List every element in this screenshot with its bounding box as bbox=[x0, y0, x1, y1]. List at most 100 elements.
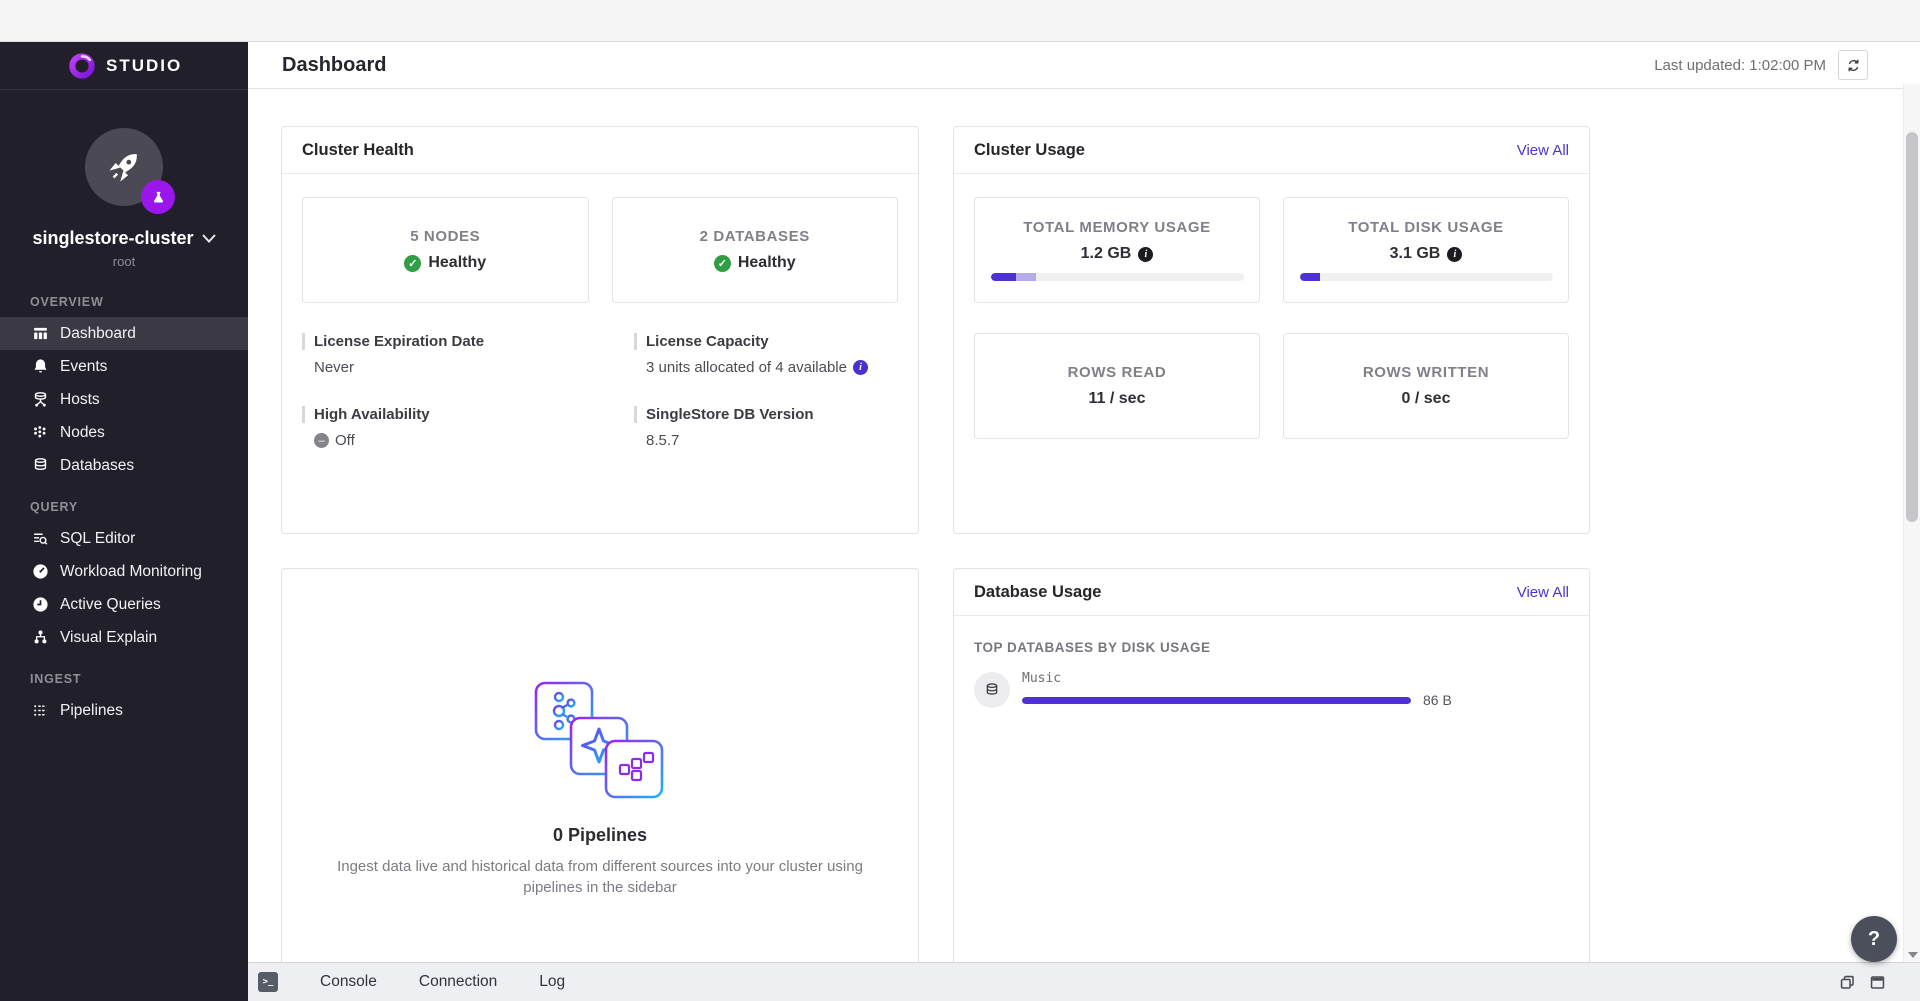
database-row[interactable]: Music 86 B bbox=[974, 671, 1569, 708]
sidebar-item-label: Workload Monitoring bbox=[60, 562, 202, 580]
nodes-count-label: 5 NODES bbox=[410, 228, 481, 245]
sidebar-item-pipelines[interactable]: Pipelines bbox=[0, 694, 248, 727]
pipelines-list-icon bbox=[30, 701, 50, 721]
pipelines-illustration bbox=[534, 681, 664, 799]
last-updated-text: Last updated: 1:02:00 PM bbox=[1654, 56, 1826, 74]
tab-console[interactable]: Console bbox=[320, 973, 377, 990]
page-title: Dashboard bbox=[282, 53, 387, 76]
console-bar: >_ Console Connection Log bbox=[248, 962, 1920, 1001]
detail-label: SingleStore DB Version bbox=[634, 406, 934, 423]
sidebar-item-sql-editor[interactable]: SQL Editor bbox=[0, 522, 248, 555]
rows-read-label: ROWS READ bbox=[1067, 364, 1167, 381]
dashboard-content: Cluster Health 5 NODES ✓ Healthy bbox=[248, 89, 1920, 962]
db-version-detail: SingleStore DB Version 8.5.7 bbox=[634, 406, 934, 449]
clock-icon bbox=[30, 595, 50, 615]
detail-value: Never bbox=[314, 359, 355, 376]
rows-read-value: 11 / sec bbox=[1088, 390, 1146, 407]
sidebar-item-label: Nodes bbox=[60, 423, 105, 441]
vertical-scrollbar[interactable] bbox=[1903, 84, 1920, 962]
license-badge bbox=[141, 180, 175, 214]
sidebar-item-label: Active Queries bbox=[60, 595, 161, 613]
disk-usage-stat: TOTAL DISK USAGE 3.1 GB i bbox=[1283, 197, 1569, 303]
scrollbar-thumb[interactable] bbox=[1906, 132, 1918, 522]
memory-usage-bar bbox=[990, 273, 1244, 281]
tab-log[interactable]: Log bbox=[539, 973, 566, 990]
sidebar-item-label: Databases bbox=[60, 456, 135, 474]
main-area: Dashboard Last updated: 1:02:00 PM Clust… bbox=[248, 42, 1920, 1001]
rows-read-stat: ROWS READ 11 / sec bbox=[974, 333, 1260, 439]
disk-usage-value: 3.1 GB bbox=[1389, 245, 1441, 262]
license-expiration-detail: License Expiration Date Never bbox=[302, 333, 614, 376]
info-icon[interactable]: i bbox=[1447, 246, 1463, 262]
sidebar-item-active-queries[interactable]: Active Queries bbox=[0, 588, 248, 621]
page-header: Dashboard Last updated: 1:02:00 PM bbox=[248, 42, 1920, 89]
restore-panel-icon[interactable] bbox=[1839, 974, 1856, 991]
cluster-usage-card: Cluster Usage View All TOTAL MEMORY USAG… bbox=[953, 126, 1590, 534]
sidebar-item-visual-explain[interactable]: Visual Explain bbox=[0, 621, 248, 654]
nodes-health-stat: 5 NODES ✓ Healthy bbox=[302, 197, 589, 303]
cluster-usage-view-all-link[interactable]: View All bbox=[1516, 141, 1569, 159]
info-icon[interactable]: i bbox=[852, 360, 868, 375]
logo-text: STUDIO bbox=[106, 55, 183, 75]
detail-value: 8.5.7 bbox=[646, 432, 680, 449]
rows-written-value: 0 / sec bbox=[1401, 390, 1451, 407]
terminal-icon: >_ bbox=[258, 972, 278, 992]
pipelines-empty-card: 0 Pipelines Ingest data live and histori… bbox=[281, 568, 919, 962]
gauge-icon bbox=[30, 562, 50, 582]
maximize-panel-icon[interactable] bbox=[1869, 974, 1886, 991]
tab-connection[interactable]: Connection bbox=[418, 973, 498, 990]
disk-usage-bar bbox=[1299, 273, 1553, 281]
cluster-user: root bbox=[112, 254, 136, 269]
high-availability-detail: High Availability – Off bbox=[302, 406, 614, 449]
rows-written-stat: ROWS WRITTEN 0 / sec bbox=[1283, 333, 1569, 439]
healthy-check-icon: ✓ bbox=[713, 254, 731, 272]
refresh-button[interactable] bbox=[1838, 50, 1868, 80]
nodes-health-status: Healthy bbox=[428, 254, 487, 271]
memory-usage-value: 1.2 GB bbox=[1080, 245, 1132, 262]
database-usage-card: Database Usage View All TOP DATABASES BY… bbox=[953, 568, 1590, 962]
cluster-block: singlestore-cluster root bbox=[0, 90, 248, 269]
sidebar-item-label: Events bbox=[60, 357, 108, 375]
nodes-dots-icon bbox=[30, 423, 50, 443]
detail-label: License Expiration Date bbox=[302, 333, 614, 350]
sidebar-item-label: Visual Explain bbox=[60, 628, 158, 646]
databases-health-status: Healthy bbox=[737, 254, 796, 271]
sidebar-item-label: SQL Editor bbox=[60, 529, 136, 547]
sidebar: STUDIO singlestore-cluster bbox=[0, 42, 248, 1001]
top-databases-label: TOP DATABASES BY DISK USAGE bbox=[974, 640, 1211, 655]
sidebar-item-databases[interactable]: Databases bbox=[0, 449, 248, 482]
database-usage-view-all-link[interactable]: View All bbox=[1516, 583, 1569, 601]
memory-usage-label: TOTAL MEMORY USAGE bbox=[1023, 219, 1211, 236]
sidebar-item-hosts[interactable]: Hosts bbox=[0, 383, 248, 416]
disk-usage-label: TOTAL DISK USAGE bbox=[1348, 219, 1504, 236]
sql-editor-icon bbox=[30, 529, 50, 549]
sidebar-item-events[interactable]: Events bbox=[0, 350, 248, 383]
nav-section-ingest: INGEST bbox=[30, 672, 82, 686]
cluster-usage-title: Cluster Usage bbox=[974, 140, 1085, 159]
sidebar-item-label: Dashboard bbox=[60, 324, 136, 342]
detail-label: High Availability bbox=[302, 406, 614, 423]
sidebar-item-nodes[interactable]: Nodes bbox=[0, 416, 248, 449]
info-icon[interactable]: i bbox=[1138, 246, 1154, 262]
database-icon bbox=[30, 456, 50, 476]
cluster-health-title: Cluster Health bbox=[302, 140, 414, 159]
singlestore-logo-icon bbox=[69, 52, 95, 79]
logo: STUDIO bbox=[0, 42, 248, 90]
healthy-check-icon: ✓ bbox=[404, 254, 422, 272]
sidebar-item-label: Pipelines bbox=[60, 701, 123, 719]
cluster-selector[interactable]: singlestore-cluster bbox=[0, 228, 248, 249]
sidebar-item-workload-monitoring[interactable]: Workload Monitoring bbox=[0, 555, 248, 588]
detail-value: 3 units allocated of 4 available bbox=[646, 359, 847, 376]
database-usage-bar bbox=[1022, 696, 1411, 704]
sidebar-item-dashboard[interactable]: Dashboard bbox=[0, 317, 248, 350]
database-avatar-icon bbox=[974, 671, 1010, 708]
dashboard-icon bbox=[30, 324, 50, 344]
pipelines-count: 0 Pipelines bbox=[552, 825, 648, 845]
database-size: 86 B bbox=[1423, 692, 1452, 708]
nav-section-overview: OVERVIEW bbox=[30, 295, 104, 309]
scrollbar-down-arrow[interactable] bbox=[1908, 952, 1918, 958]
top-strip bbox=[0, 0, 1920, 42]
tree-icon bbox=[30, 628, 50, 648]
help-button[interactable]: ? bbox=[1851, 916, 1897, 962]
database-usage-title: Database Usage bbox=[974, 582, 1102, 601]
